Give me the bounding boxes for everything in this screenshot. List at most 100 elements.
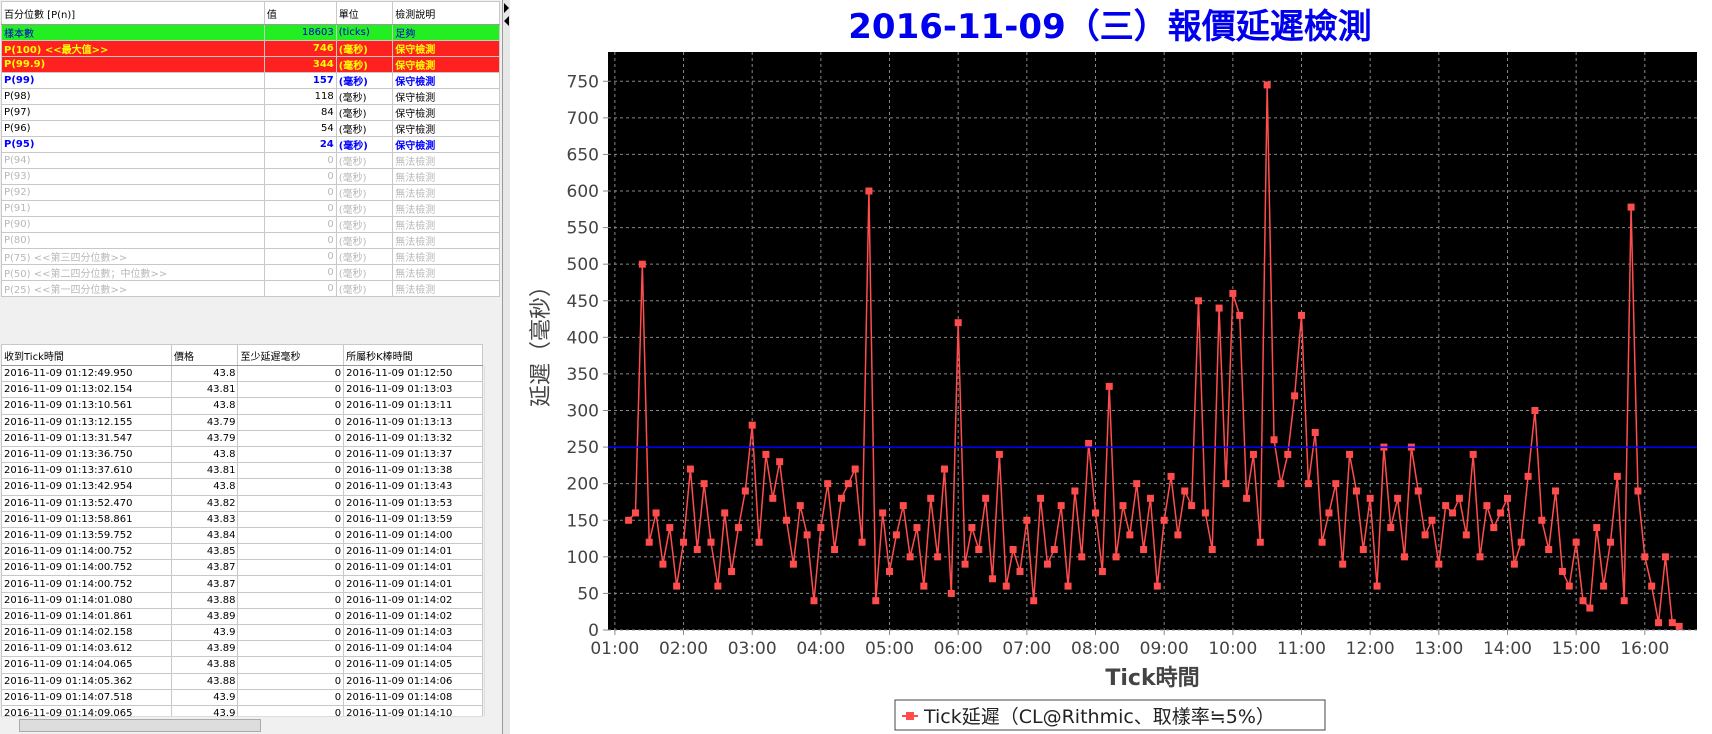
- data-point: [886, 567, 894, 575]
- horizontal-scrollbar[interactable]: [1, 716, 483, 733]
- left-panel: 百分位數 [P(n)] 值單位 檢測說明 樣本數 18603 (ticks) 足夠 P(100…: [0, 0, 503, 734]
- data-point: [1634, 487, 1642, 495]
- data-point: [1655, 619, 1663, 627]
- data-point: [1078, 553, 1086, 561]
- table-cell: 0: [237, 413, 345, 431]
- data-point: [989, 575, 997, 583]
- table-row: P(95) 24 (毫秒) 保守檢測: [1, 136, 500, 153]
- y-tick-label: 250: [567, 438, 599, 458]
- table-cell: 0: [263, 232, 337, 249]
- table-cell: P(92): [1, 184, 265, 201]
- data-point: [1675, 622, 1683, 630]
- data-point: [1524, 472, 1532, 480]
- data-point: [1133, 480, 1141, 488]
- column-header: 百分位數 [P(n)]: [1, 1, 265, 25]
- table-cell: 2016-11-09 01:14:02: [343, 607, 483, 626]
- data-point: [899, 502, 907, 510]
- table-cell: 43.79: [171, 429, 239, 447]
- data-point: [707, 538, 715, 546]
- data-point: [1222, 480, 1230, 488]
- table-row: 2016-11-09 01:13:37.610 43.81 0 2016-11-09 …: [0, 462, 483, 480]
- data-point: [1449, 509, 1457, 517]
- data-point: [1366, 494, 1374, 502]
- data-point: [1668, 619, 1676, 627]
- table-cell: P(93): [1, 168, 265, 185]
- data-point: [666, 524, 674, 532]
- scroll-thumb[interactable]: [19, 719, 261, 732]
- data-point: [865, 187, 873, 195]
- table-row: 2016-11-09 01:14:04.065 43.88 0 2016-11-09 …: [0, 656, 483, 674]
- table-cell: 0: [263, 248, 337, 265]
- table-cell: 2016-11-09 01:14:08: [343, 688, 483, 706]
- table-cell: P(98): [1, 88, 265, 105]
- data-point: [1092, 509, 1100, 517]
- table-row: 2016-11-09 01:14:01.080 43.88 0 2016-11-09 …: [0, 591, 483, 609]
- table-cell: 2016-11-09 01:13:37.610: [0, 462, 173, 480]
- table-cell: 43.79: [171, 413, 239, 431]
- data-point: [1648, 582, 1656, 590]
- x-tick-label: 11:00: [1277, 639, 1326, 659]
- table-row: 2016-11-09 01:14:07.518 43.9 0 2016-11-09 0…: [0, 688, 483, 706]
- table-cell: 0: [237, 364, 345, 383]
- data-point: [947, 589, 955, 597]
- data-point: [700, 480, 708, 488]
- data-point: [982, 494, 990, 502]
- data-point: [892, 531, 900, 539]
- table-cell: (ticks): [335, 24, 394, 41]
- data-point: [1023, 516, 1031, 524]
- chart-title: 2016-11-09（三）報價延遲檢測: [848, 7, 1371, 47]
- data-point: [1160, 516, 1168, 524]
- data-point: [1043, 560, 1051, 568]
- data-point: [1352, 487, 1360, 495]
- table-cell: 0: [263, 152, 337, 169]
- table-cell: 0: [237, 526, 345, 545]
- table-row: 2016-11-09 01:12:49.950 43.8 0 2016-11-09 0…: [0, 364, 483, 383]
- table-cell: (毫秒): [335, 40, 394, 57]
- table-cell: 43.81: [171, 462, 239, 480]
- data-point: [1277, 480, 1285, 488]
- table-cell: 2016-11-09 01:14:04.065: [0, 656, 173, 674]
- data-point: [789, 560, 797, 568]
- table-row: P(90) 0 (毫秒) 無法檢測: [1, 216, 500, 233]
- column-header: 所屬秒K棒時間: [343, 344, 483, 366]
- data-point: [680, 538, 688, 546]
- table-cell: 無法檢測: [392, 264, 500, 281]
- data-point: [1606, 538, 1614, 546]
- vertical-scrollbar[interactable]: [484, 366, 501, 716]
- table-cell: P(80): [1, 232, 265, 249]
- column-header: 值: [263, 1, 337, 25]
- splitter[interactable]: [503, 0, 510, 734]
- table-cell: 2016-11-09 01:14:01: [343, 543, 483, 561]
- table-cell: 2016-11-09 01:13:03: [343, 381, 483, 399]
- table-cell: 43.9: [171, 688, 239, 706]
- table-cell: 2016-11-09 01:13:43: [343, 478, 483, 496]
- percentile-table: 百分位數 [P(n)] 值單位 檢測說明 樣本數 18603 (ticks) 足夠 P(100…: [1, 1, 500, 297]
- table-cell: (毫秒): [335, 184, 394, 201]
- data-point: [844, 480, 852, 488]
- table-cell: 無法檢測: [392, 152, 500, 169]
- data-point: [934, 553, 942, 561]
- table-cell: 43.8: [171, 397, 239, 415]
- table-cell: 保守檢測: [392, 72, 500, 89]
- table-cell: 樣本數: [1, 24, 265, 41]
- data-point: [1387, 524, 1395, 532]
- data-point: [940, 465, 948, 473]
- table-row: 2016-11-09 01:13:42.954 43.8 0 2016-11-09 0…: [0, 478, 483, 496]
- y-axis-label: 延遲（毫秒）: [529, 275, 554, 407]
- data-point: [1002, 582, 1010, 590]
- table-cell: (毫秒): [335, 200, 394, 217]
- table-cell: 2016-11-09 01:14:01: [343, 559, 483, 577]
- data-point: [1037, 494, 1045, 502]
- table-cell: 2016-11-09 01:14:00.752: [0, 575, 173, 593]
- table-cell: 43.88: [171, 656, 239, 674]
- table-cell: 保守檢測: [392, 56, 500, 73]
- table-row: P(98) 118 (毫秒) 保守檢測: [1, 88, 500, 105]
- table-cell: 0: [263, 184, 337, 201]
- table-cell: 2016-11-09 01:13:10.561: [0, 397, 173, 415]
- table-cell: 43.83: [171, 510, 239, 528]
- table-row: 2016-11-09 01:13:52.470 43.82 0 2016-11-09 …: [0, 494, 483, 512]
- table-cell: 0: [237, 656, 345, 674]
- data-point: [1243, 494, 1251, 502]
- table-row: P(93) 0 (毫秒) 無法檢測: [1, 168, 500, 185]
- table-cell: 0: [237, 478, 345, 496]
